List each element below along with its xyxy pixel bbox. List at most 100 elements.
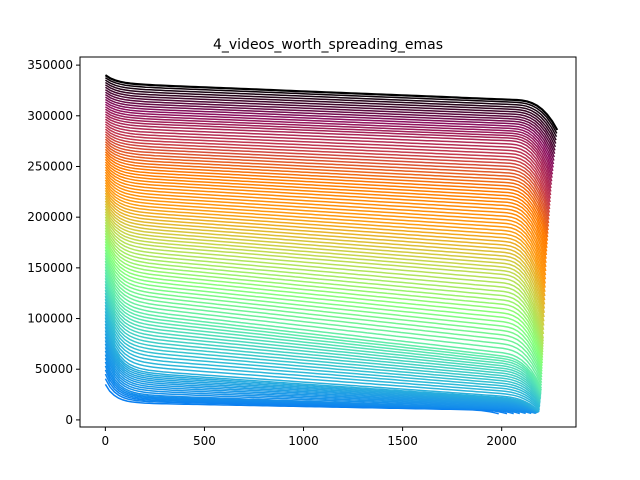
series-line <box>104 141 550 224</box>
series-line <box>104 205 545 322</box>
series-line <box>104 238 544 361</box>
series-line <box>104 336 538 414</box>
x-tick-label: 1000 <box>288 434 319 448</box>
x-tick-label: 1500 <box>387 434 418 448</box>
series-line <box>104 272 542 392</box>
series-line <box>104 136 550 217</box>
series-line <box>104 308 541 408</box>
series-line <box>104 269 542 391</box>
series-line <box>104 148 549 234</box>
series-line <box>104 298 541 404</box>
series-line <box>104 357 536 415</box>
series-line <box>104 184 546 288</box>
y-tick-label: 0 <box>65 413 73 427</box>
series-line <box>104 131 551 210</box>
series-line <box>104 143 550 227</box>
series-line <box>104 116 552 189</box>
series-line <box>104 227 544 350</box>
series-line <box>104 113 553 185</box>
series-line <box>104 295 541 403</box>
series-line <box>105 81 557 141</box>
series-line <box>104 197 546 309</box>
x-axis: 0 500 1000 1500 2000 <box>102 427 517 448</box>
series-line <box>104 246 543 369</box>
series-line <box>104 257 543 381</box>
series-line <box>104 151 549 238</box>
series-line <box>104 235 544 358</box>
chart-title: 4_videos_worth_spreading_emas <box>213 37 443 53</box>
y-tick-label: 150000 <box>27 261 73 275</box>
series-line <box>104 326 539 413</box>
series-line <box>104 146 549 231</box>
series-line <box>104 166 547 259</box>
series-line <box>104 108 553 178</box>
series-line <box>104 123 552 199</box>
series-line <box>104 182 547 284</box>
series-line <box>104 179 547 280</box>
y-tick-label: 250000 <box>27 159 73 173</box>
series-line <box>104 354 537 414</box>
series-line <box>104 93 555 158</box>
series-line <box>104 187 546 293</box>
series-line <box>104 211 545 330</box>
series-line <box>105 91 556 155</box>
series-line <box>104 243 543 367</box>
series-line <box>104 252 543 375</box>
series-line <box>104 153 549 241</box>
series-line <box>104 161 548 252</box>
series-line <box>104 128 551 206</box>
series-line <box>104 343 538 414</box>
series-line <box>104 292 541 402</box>
series-line <box>104 333 539 414</box>
series-line <box>104 195 546 305</box>
series-line <box>104 176 547 276</box>
series-line <box>104 216 545 339</box>
y-tick-label: 350000 <box>27 58 73 72</box>
series-line <box>104 156 548 245</box>
series-line <box>104 232 544 356</box>
series-line <box>104 192 546 301</box>
series-line <box>104 260 543 384</box>
axes-frame <box>79 56 577 428</box>
series-line <box>104 289 542 400</box>
series-line <box>104 230 544 353</box>
series-line <box>104 219 544 342</box>
series-line <box>104 101 554 168</box>
series-line <box>105 89 556 151</box>
series-line <box>104 158 548 249</box>
series-line <box>104 164 548 256</box>
series-line <box>104 106 554 175</box>
series-line <box>104 98 555 165</box>
series-line <box>104 311 541 410</box>
series-line <box>104 96 555 161</box>
series-line <box>104 340 538 414</box>
series-line <box>104 263 543 386</box>
y-tick-label: 100000 <box>27 312 73 326</box>
series-line <box>104 304 541 407</box>
series-line <box>104 213 545 335</box>
series-line <box>104 174 547 272</box>
series-line <box>104 277 542 395</box>
series-line <box>105 84 557 144</box>
series-line <box>104 266 543 389</box>
series-line <box>104 283 542 397</box>
x-tick-label: 500 <box>193 434 216 448</box>
series-line <box>104 241 544 364</box>
series-line <box>104 280 542 396</box>
series-line <box>104 121 552 196</box>
series-line <box>104 320 540 413</box>
series-line <box>104 317 540 412</box>
series-line <box>104 171 547 268</box>
series-line <box>104 111 553 182</box>
series-line <box>104 221 544 345</box>
series-line <box>104 126 551 203</box>
series-line <box>104 249 543 372</box>
y-tick-label: 50000 <box>35 362 73 376</box>
series-line <box>104 208 545 326</box>
series-line <box>104 350 537 414</box>
series-line <box>104 189 546 297</box>
plot-area <box>104 74 559 415</box>
series-line <box>104 103 554 172</box>
